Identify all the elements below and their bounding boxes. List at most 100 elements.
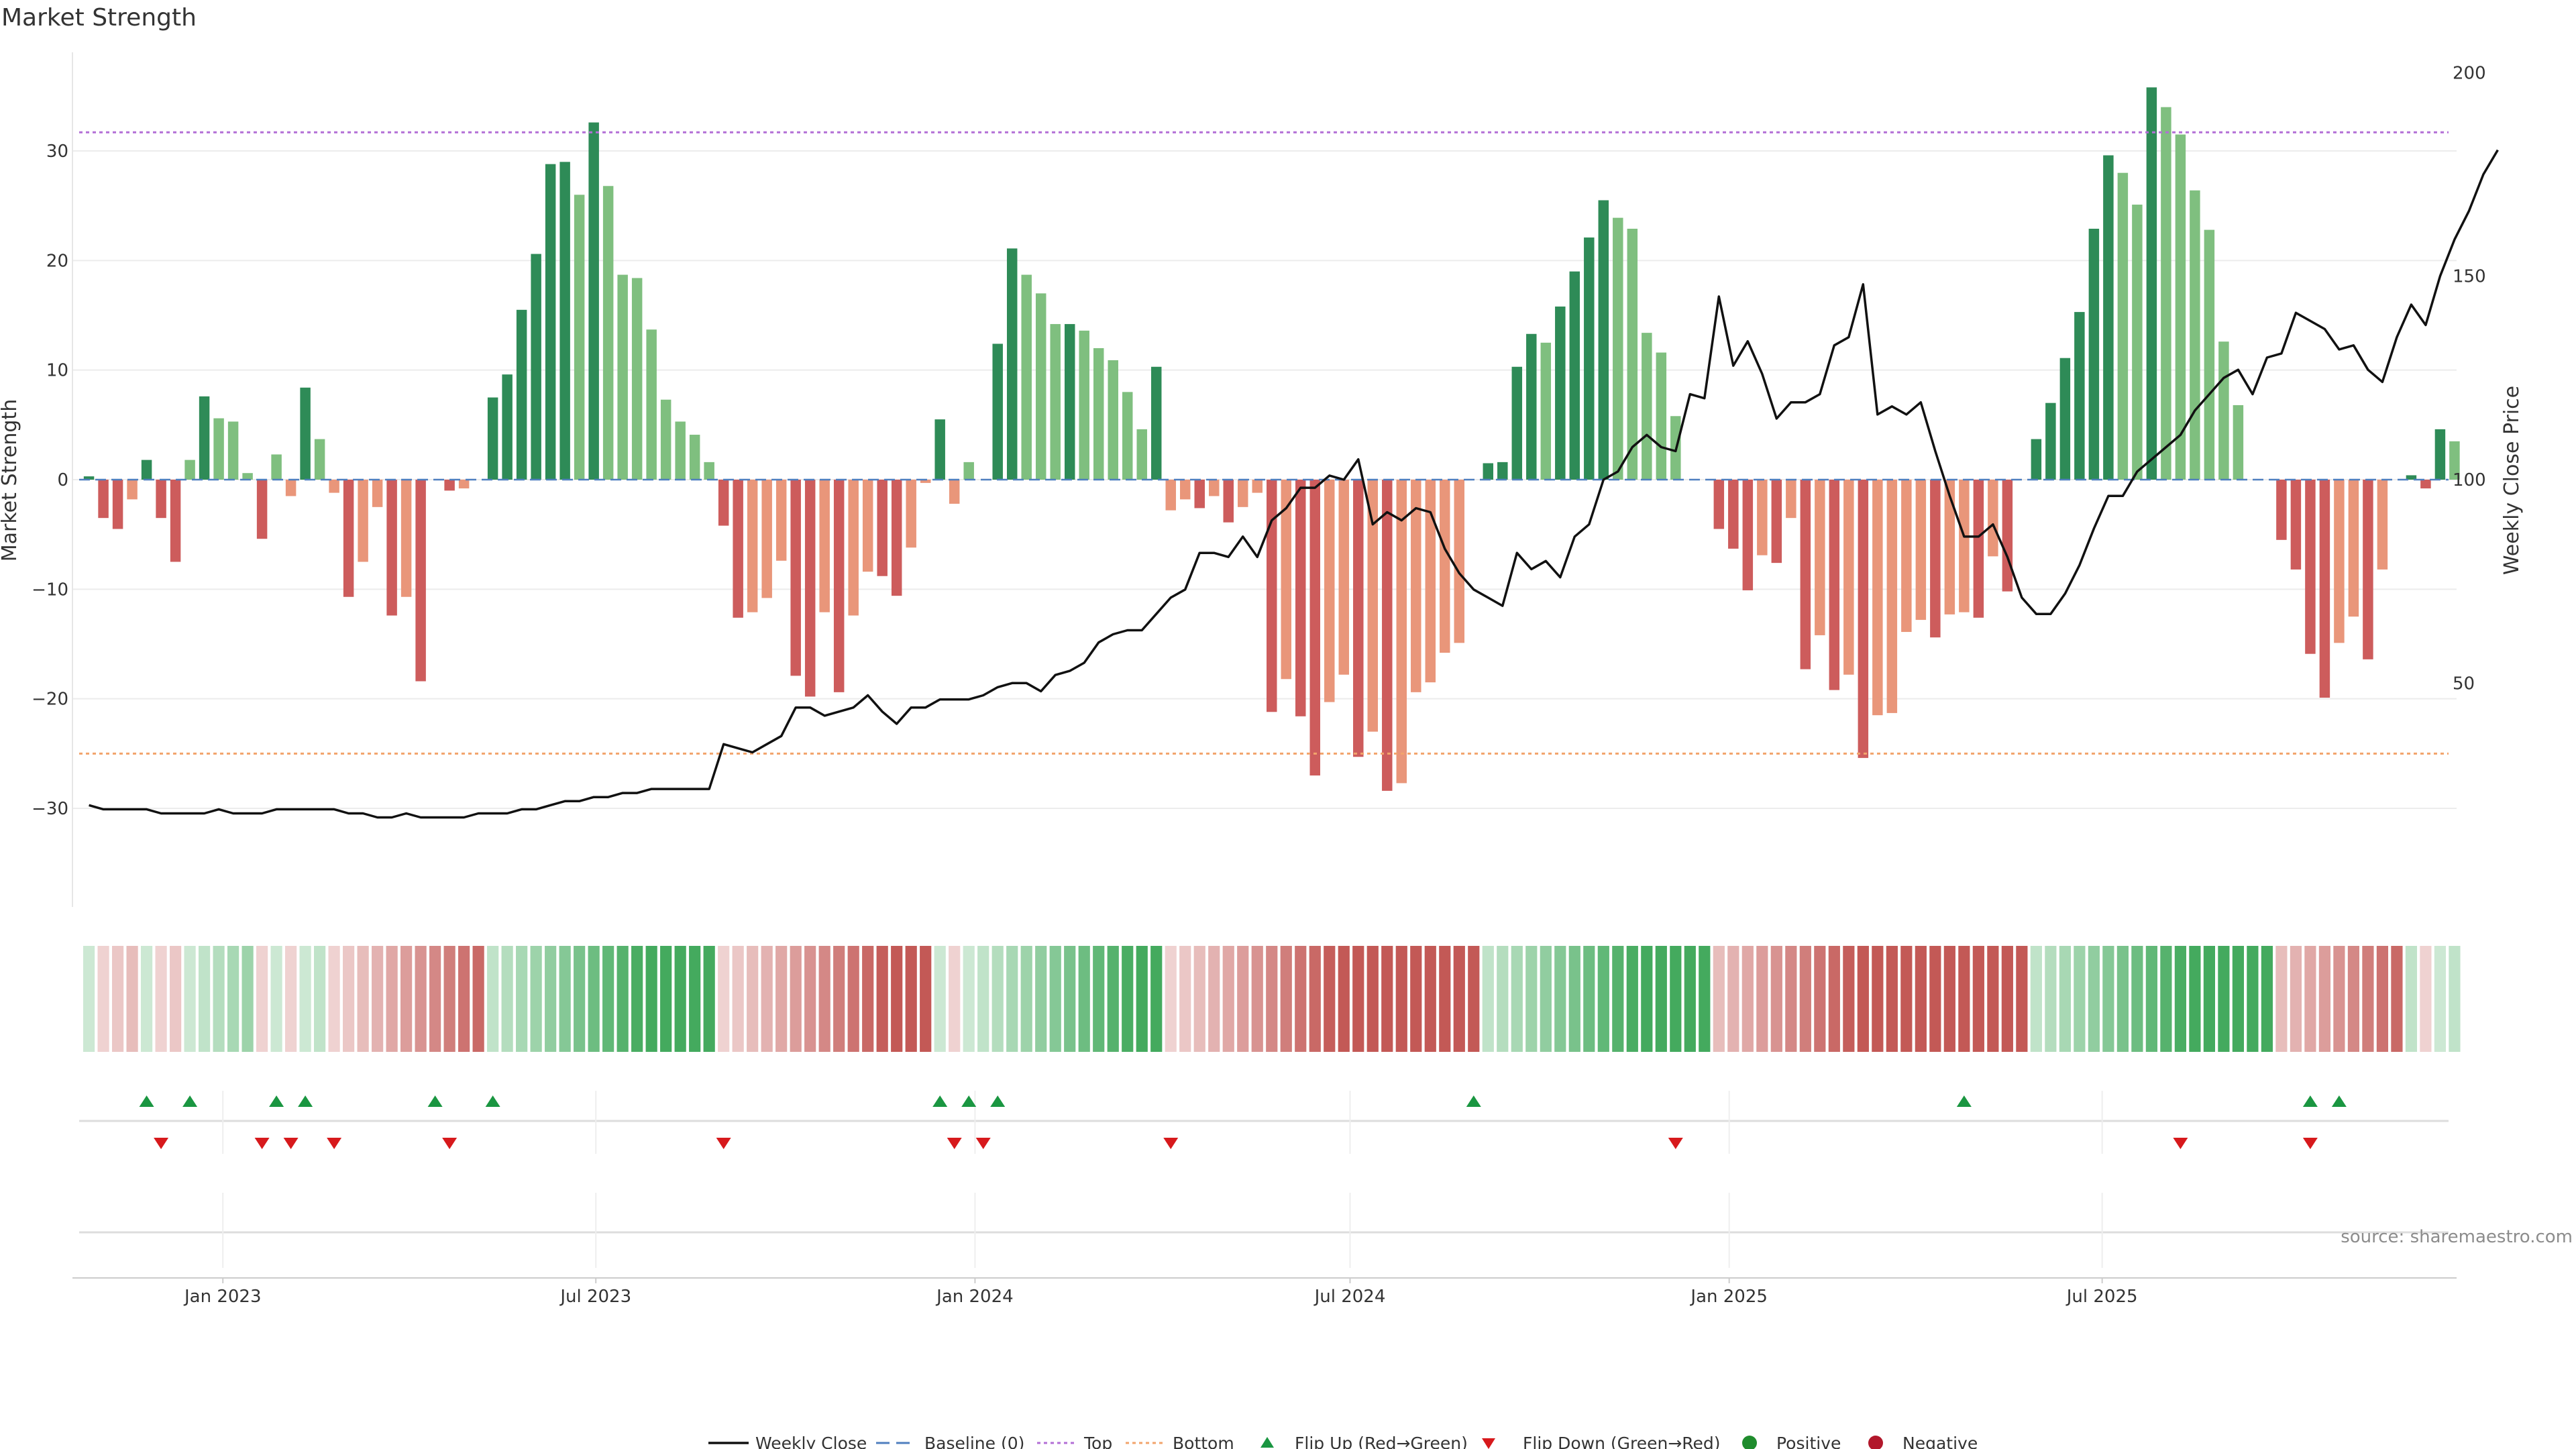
heat-cell: [1843, 946, 1855, 1052]
heat-cell: [1597, 946, 1609, 1052]
strength-bar: [2132, 205, 2143, 480]
strength-bar: [2434, 429, 2446, 480]
heat-cell: [2290, 946, 2302, 1052]
legend: Weekly Close Baseline (0) Top Bottom Fli…: [708, 1434, 1978, 1449]
flip-down-marker: [2173, 1138, 2188, 1149]
strength-bar: [2002, 480, 2013, 592]
strength-bar: [2204, 229, 2215, 480]
strength-bar: [949, 480, 960, 504]
heat-cell: [616, 946, 629, 1052]
heat-cell: [574, 946, 586, 1052]
heat-cell: [83, 946, 95, 1052]
strength-bar: [170, 480, 181, 562]
heat-cell: [1497, 946, 1509, 1052]
strength-bar: [127, 480, 138, 500]
strength-bar: [358, 480, 368, 562]
heat-cell: [1049, 946, 1061, 1052]
strength-bar: [877, 480, 888, 576]
strength-bar: [415, 480, 426, 682]
legend-negative-icon: [1868, 1436, 1883, 1449]
strength-bar: [1396, 480, 1407, 784]
strength-bar: [1267, 480, 1277, 712]
strength-bar: [1786, 480, 1796, 519]
strength-bar: [1006, 248, 1018, 480]
heat-cell: [429, 946, 441, 1052]
y2-tick-label: 50: [2453, 674, 2475, 694]
x-tick-label: Jul 2024: [1313, 1287, 1386, 1307]
flip-up-marker: [2331, 1095, 2347, 1107]
heat-cell: [1381, 946, 1393, 1052]
heat-cell: [1699, 946, 1711, 1052]
right-y-tick-labels: 50 100 150 200: [2453, 63, 2486, 694]
strength-bar: [329, 480, 339, 493]
heat-cell: [314, 946, 326, 1052]
strength-bar: [1440, 480, 1450, 653]
heat-cell: [372, 946, 384, 1052]
strength-bar: [1252, 480, 1263, 493]
heat-cell: [2318, 946, 2331, 1052]
strength-bar: [1829, 480, 1840, 690]
flip-up-marker: [961, 1095, 977, 1107]
strength-bar: [285, 480, 297, 496]
heat-cell: [1727, 946, 1739, 1052]
strength-bar: [761, 480, 772, 598]
heat-cell: [2189, 946, 2201, 1052]
legend-bottom-label: Bottom: [1173, 1434, 1234, 1449]
heat-cell: [1424, 946, 1436, 1052]
flip-up-marker: [485, 1095, 500, 1107]
heat-cell: [1799, 946, 1811, 1052]
heat-cell: [1785, 946, 1797, 1052]
chart-title: Market Strength: [1, 4, 197, 32]
strength-bar: [1411, 480, 1421, 692]
strength-bar: [545, 164, 556, 480]
heat-cell: [1280, 946, 1292, 1052]
y-tick-label: 20: [46, 251, 68, 271]
heat-cell: [299, 946, 311, 1052]
heat-cell: [1006, 946, 1018, 1052]
x-tick-label: Jan 2023: [183, 1287, 262, 1307]
heat-cell: [2145, 946, 2157, 1052]
legend-flip-down-icon: [1482, 1438, 1495, 1449]
strength-bar: [1815, 480, 1825, 635]
strength-bar: [1800, 480, 1811, 669]
strength-bar: [675, 421, 686, 480]
strength-bar: [718, 480, 729, 526]
heat-cell: [2434, 946, 2447, 1052]
flip-panel-vertical-grid: [222, 1091, 2103, 1154]
heat-cell: [213, 946, 225, 1052]
heat-cell: [1943, 946, 1955, 1052]
heat-cell: [1136, 946, 1148, 1052]
strength-bar: [1728, 480, 1739, 549]
flip-down-marker: [2302, 1138, 2318, 1149]
heat-cell: [1929, 946, 1941, 1052]
strength-bar: [934, 419, 945, 480]
heat-cell: [1626, 946, 1638, 1052]
heat-cell: [1525, 946, 1538, 1052]
strength-bar: [372, 480, 383, 507]
heat-cell: [270, 946, 282, 1052]
strength-bar: [516, 309, 527, 480]
strength-bar: [1454, 480, 1465, 643]
strength-bar: [819, 480, 830, 612]
x-tick-label: Jul 2025: [2065, 1287, 2138, 1307]
strength-bar: [1483, 463, 1494, 480]
strength-bar: [1901, 480, 1912, 633]
strength-bar: [112, 480, 123, 529]
strength-bars: [83, 87, 2460, 791]
heat-cell: [458, 946, 470, 1052]
legend-weekly-close-label: Weekly Close: [755, 1434, 867, 1449]
heat-cell: [1324, 946, 1336, 1052]
heat-cell: [169, 946, 182, 1052]
heat-cell: [949, 946, 961, 1052]
strength-bar: [1050, 324, 1061, 480]
legend-positive-label: Positive: [1776, 1434, 1841, 1449]
strength-bar: [2449, 441, 2460, 480]
heat-cell: [256, 946, 268, 1052]
heat-cell: [487, 946, 499, 1052]
heat-cell: [1395, 946, 1407, 1052]
heat-cell: [934, 946, 946, 1052]
heat-cell: [140, 946, 153, 1052]
heat-cell: [2059, 946, 2071, 1052]
strength-bar: [1064, 324, 1075, 480]
heat-cell: [2391, 946, 2403, 1052]
